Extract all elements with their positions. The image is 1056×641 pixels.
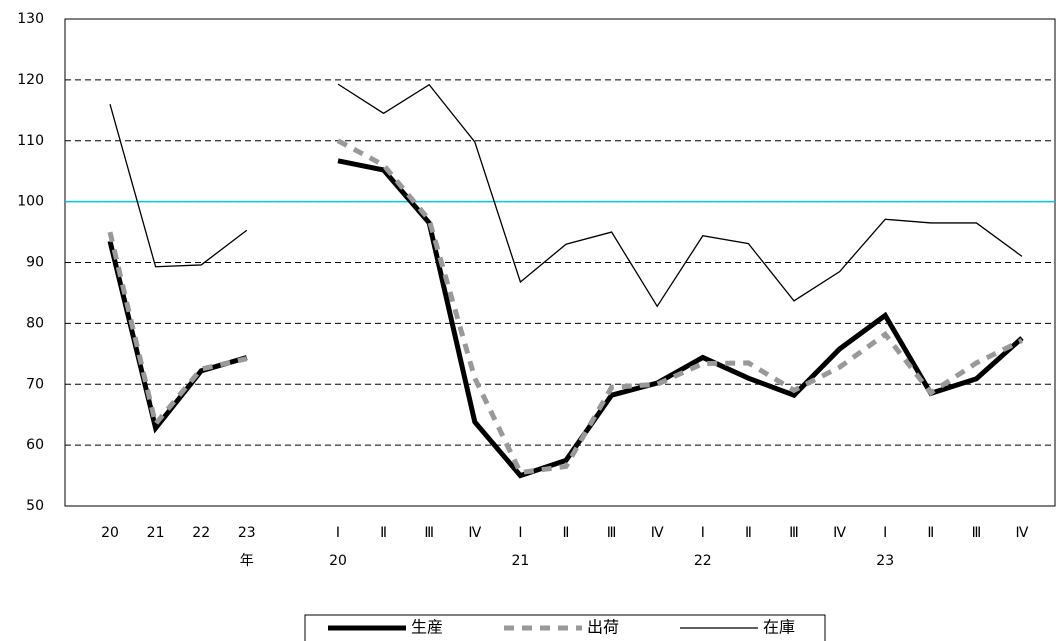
series-line — [109, 83, 1023, 308]
x-tick-label: Ⅲ — [789, 525, 799, 541]
y-tick-label: 110 — [17, 133, 44, 149]
x-tick-label: Ⅳ — [651, 525, 664, 541]
x-tick-label: Ⅱ — [380, 525, 387, 541]
y-tick-label: 100 — [17, 194, 44, 210]
x-tick-label: Ⅲ — [424, 525, 434, 541]
x-group-label: 21 — [511, 553, 529, 569]
y-tick-label: 130 — [17, 11, 44, 27]
y-tick-label: 60 — [26, 437, 44, 453]
series-line — [107, 138, 1024, 476]
legend-label: 在庫 — [763, 618, 795, 637]
y-tick-label: 80 — [26, 315, 44, 331]
x-tick-label: 22 — [192, 525, 210, 541]
x-tick-label: Ⅲ — [607, 525, 617, 541]
y-tick-label: 120 — [17, 72, 44, 88]
x-group-label: 22 — [694, 553, 712, 569]
x-tick-label: Ⅰ — [336, 525, 340, 541]
x-tick-label: Ⅳ — [468, 525, 481, 541]
x-tick-label: 20 — [101, 525, 119, 541]
x-tick-label: Ⅳ — [1016, 525, 1029, 541]
legend-label: 出荷 — [587, 618, 619, 637]
x-tick-label: Ⅳ — [833, 525, 846, 541]
x-tick-label: Ⅰ — [518, 525, 522, 541]
x-group-label: 20 — [329, 553, 347, 569]
x-tick-label: Ⅰ — [701, 525, 705, 541]
y-tick-label: 90 — [26, 255, 44, 271]
y-tick-label: 50 — [26, 498, 44, 514]
x-tick-label: Ⅰ — [883, 525, 887, 541]
x-group-label: 23 — [876, 553, 894, 569]
x-tick-label: Ⅱ — [563, 525, 570, 541]
x-tick-label: Ⅱ — [745, 525, 752, 541]
x-tick-label: Ⅱ — [927, 525, 934, 541]
x-tick-label: 21 — [147, 525, 165, 541]
y-tick-label: 70 — [26, 376, 44, 392]
series-line — [107, 158, 1024, 479]
x-tick-label: Ⅲ — [972, 525, 982, 541]
x-tick-label: 23 — [238, 525, 256, 541]
x-group-label: 年 — [240, 553, 254, 569]
legend-label: 生産 — [411, 618, 443, 637]
